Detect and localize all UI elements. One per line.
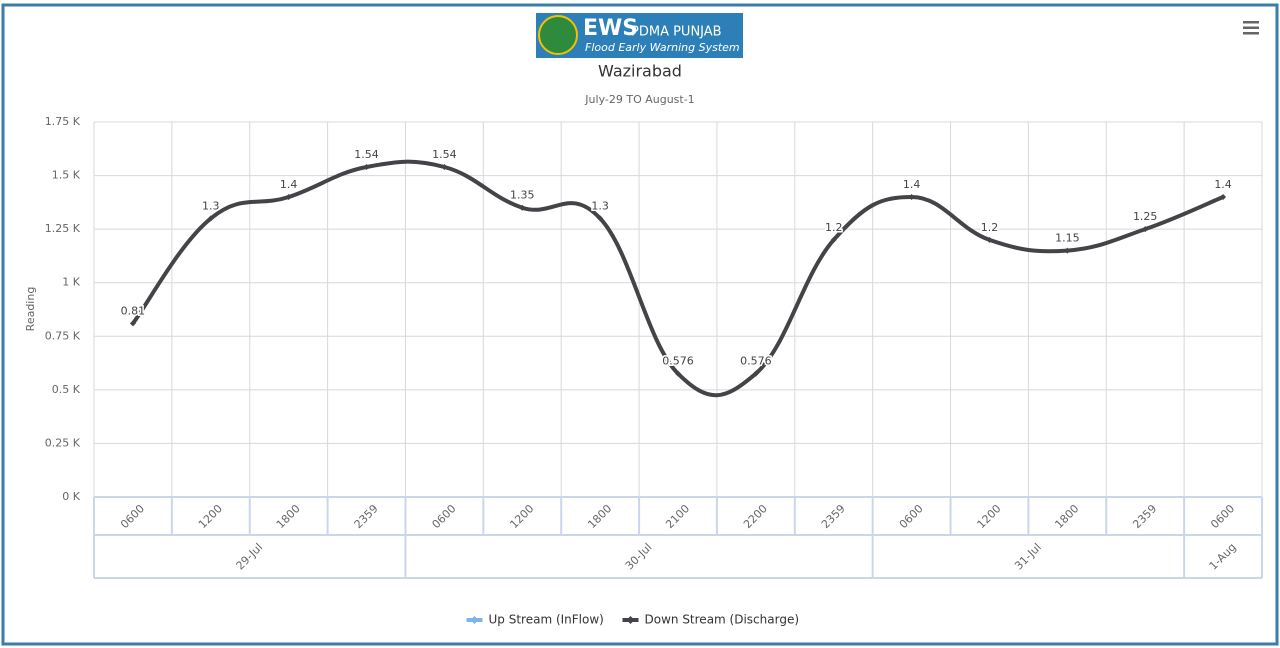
logo-tagline: Flood Early Warning System [585,41,740,54]
data-label: 1.3 [202,199,220,212]
y-tick-label: 0.5 K [52,383,81,396]
menu-bar[interactable] [1243,32,1259,35]
group-label: 1-Aug [1207,541,1239,573]
chart-subtitle: July-29 TO August-1 [584,93,694,106]
y-tick-label: 1 K [62,276,80,289]
x-tick-label: 1800 [1052,502,1081,531]
legend-label: Up Stream (InFlow) [489,613,604,627]
y-tick-label: 1.5 K [52,169,81,182]
data-label: 1.25 [1133,210,1158,223]
x-tick-label: 2200 [741,502,770,531]
x-tick-label: 1200 [507,502,536,531]
data-label: 0.576 [662,355,694,368]
point-marker [1220,194,1227,200]
x-tick-label: 0600 [430,502,459,531]
data-label: 1.4 [1214,178,1232,191]
data-label: 0.576 [740,355,772,368]
x-tick-label: 2359 [352,502,381,531]
data-label: 1.54 [432,148,457,161]
frame [1,3,1279,646]
point-marker [597,215,604,222]
point-marker [285,194,292,200]
data-label: 1.35 [510,189,535,202]
point-marker [1142,226,1149,233]
legend-marker [626,616,635,624]
y-axis-title: Reading [24,287,37,332]
data-label: 0.81 [121,304,146,317]
data-label: 1.54 [354,148,379,161]
x-tick-label: 0600 [1208,502,1237,531]
logo: EWS PDMA PUNJAB Flood Early Warning Syst… [536,13,743,58]
y-tick-label: 1.75 K [45,115,81,128]
data-label: 1.4 [903,178,921,191]
y-tick-label: 1.25 K [45,222,81,235]
point-marker [207,215,214,222]
data-label: 1.2 [825,221,843,234]
y-tick-label: 0.25 K [45,436,81,449]
x-tick-label: 1800 [274,502,303,531]
series-line [131,159,1224,398]
point-marker [441,164,448,170]
x-tick-label: 2100 [663,502,692,531]
chart-title: Wazirabad [598,62,682,81]
x-tick-label: 0600 [897,502,926,531]
menu-bar[interactable] [1243,21,1259,24]
point-marker [519,204,526,211]
point-marker [986,236,993,243]
legend-marker [470,616,479,624]
x-tick-label: 2359 [819,502,848,531]
data-label: 1.15 [1055,232,1080,245]
data-label: 1.4 [280,178,298,191]
point-marker [908,194,915,200]
logo-org: PDMA PUNJAB [631,25,722,40]
logo-emblem [538,15,578,55]
group-label: 31-Jul [1012,541,1044,573]
group-label: 30-Jul [623,541,655,573]
menu-bar[interactable] [1243,26,1259,30]
menu-button[interactable] [1243,21,1259,35]
point-marker [752,370,759,377]
point-marker [675,370,681,377]
x-tick-label: 1200 [196,502,225,531]
y-tick-label: 0.75 K [45,329,81,342]
logo-brand: EWS [583,16,638,41]
data-label: 1.3 [591,199,609,212]
point-marker [363,164,370,170]
legend-label: Down Stream (Discharge) [645,613,800,627]
point-marker [830,236,837,243]
x-tick-label: 1800 [585,502,614,531]
legend-item[interactable]: Down Stream (Discharge) [622,613,800,627]
point-marker [129,320,136,327]
data-label: 1.2 [981,221,999,234]
x-tick-label: 1200 [975,502,1004,531]
x-tick-label: 2359 [1130,502,1159,531]
legend-item[interactable]: Up Stream (InFlow) [466,613,604,627]
group-label: 29-Jul [234,541,266,573]
y-tick-label: 0 K [62,490,80,503]
point-marker [1064,247,1071,254]
x-tick-label: 0600 [118,502,147,531]
